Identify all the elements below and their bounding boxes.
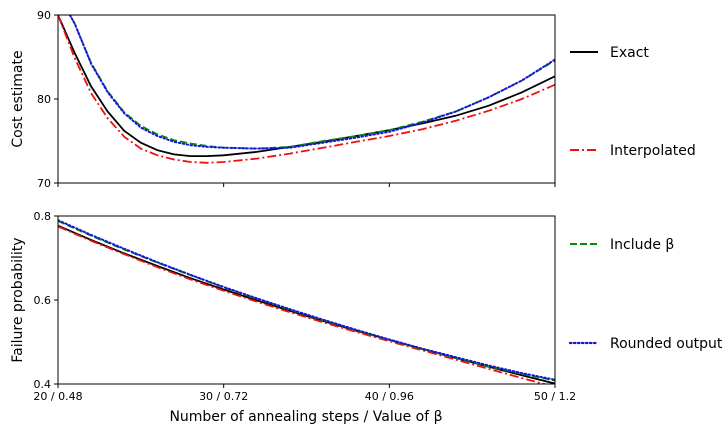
x-axis-label: Number of annealing steps / Value of β: [169, 409, 442, 425]
cost-series-exact: [58, 15, 555, 157]
cost-ytick-label: 90: [37, 9, 51, 22]
failure-panel: 0.4 0.6 0.8 20 / 0.48 30 / 0.72 40 / 0.96 50 …: [10, 210, 576, 425]
failure-series-interpolated: [58, 225, 548, 384]
cost-ytick-label: 70: [37, 177, 51, 190]
cost-ylabel: Cost estimate: [10, 50, 26, 147]
legend-label: Exact: [610, 45, 649, 61]
legend-item-include: Include β: [570, 237, 674, 253]
failure-series-include: [58, 220, 555, 382]
legend-label: Rounded output: [610, 336, 723, 352]
legend-label: Interpolated: [610, 143, 696, 159]
legend: Exact Interpolated Include β Rounded output: [568, 45, 723, 352]
xtick-label: 40 / 0.96: [365, 390, 414, 403]
legend-label: Include β: [610, 237, 674, 253]
failure-series-rounded-output: [58, 219, 555, 381]
cost-series-interpolated: [58, 15, 555, 164]
xtick-label: 30 / 0.72: [199, 390, 248, 403]
legend-item-exact: Exact: [570, 45, 649, 61]
cost-panel: 70 80 90 Cost estimate: [10, 9, 556, 190]
failure-ytick-label: 0.6: [34, 294, 52, 307]
cost-series-include: [68, 15, 555, 150]
failure-axes-frame: [57, 215, 556, 385]
cost-series-rounded-output: [68, 15, 555, 150]
cost-ytick-label: 80: [37, 93, 51, 106]
failure-ytick-label: 0.4: [34, 378, 52, 391]
failure-ytick-label: 0.8: [34, 210, 52, 223]
xtick-label: 50 / 1.2: [534, 390, 576, 403]
failure-ylabel: Failure probability: [10, 237, 26, 362]
failure-series-exact: [58, 224, 555, 384]
legend-item-rounded-output: Rounded output: [568, 336, 723, 352]
cost-axes-frame: [57, 14, 556, 184]
legend-item-interpolated: Interpolated: [570, 143, 696, 159]
xtick-label: 20 / 0.48: [33, 390, 82, 403]
